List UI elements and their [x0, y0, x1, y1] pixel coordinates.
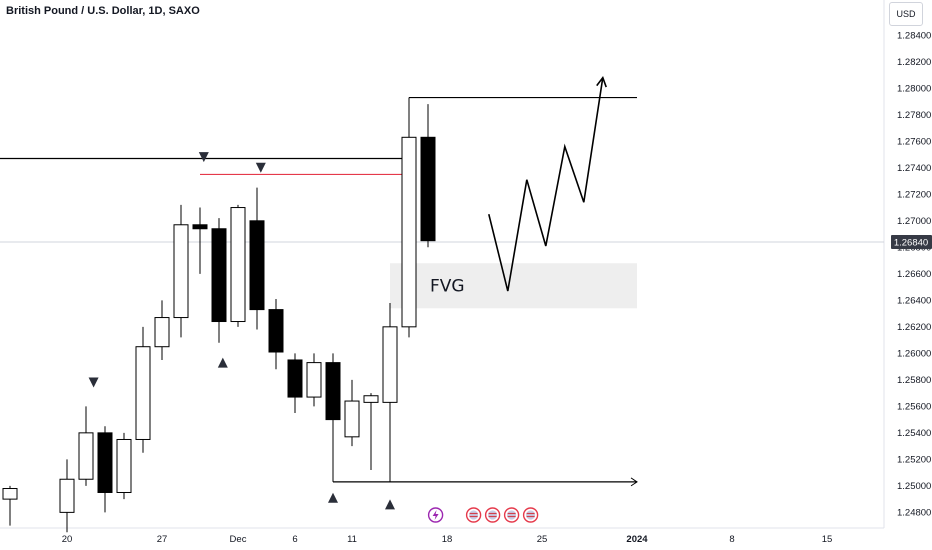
fvg-zone[interactable] — [390, 263, 637, 309]
uk-flag-event-icon[interactable] — [484, 507, 501, 523]
y-axis-tick-label: 1.25000 — [897, 481, 931, 492]
us-flag-event-icon[interactable] — [465, 507, 482, 523]
level-arrowhead — [630, 477, 638, 487]
x-axis-tick-label: 15 — [822, 534, 833, 545]
y-axis-tick-label: 1.28200 — [897, 57, 931, 68]
candle-bearish[interactable] — [211, 218, 227, 343]
candle-body — [420, 136, 436, 242]
currency-button[interactable]: USD — [889, 2, 923, 26]
y-axis-tick-label: 1.27400 — [897, 163, 931, 174]
current-price-label: 1.26840 — [894, 238, 928, 249]
candle-bearish[interactable] — [420, 104, 436, 248]
y-axis-tick-label: 1.28400 — [897, 30, 931, 41]
y-axis-tick-label: 1.25200 — [897, 454, 931, 465]
current-price-tag — [891, 235, 932, 250]
candle-body — [154, 317, 170, 348]
flag-field — [488, 510, 498, 520]
candle-body — [59, 478, 75, 513]
y-axis-tick-label: 1.25800 — [897, 375, 931, 386]
arrow-up-marker-icon — [217, 357, 228, 368]
candle-body — [401, 136, 417, 328]
bolt-event-icon[interactable] — [427, 507, 444, 523]
uk-flag-event-icon[interactable] — [522, 507, 539, 523]
candle-bearish[interactable] — [287, 353, 303, 413]
fvg-label: FVG — [430, 277, 465, 297]
candle-body — [287, 359, 303, 398]
projection-path[interactable] — [488, 77, 604, 292]
candle-bullish[interactable] — [135, 326, 151, 453]
candle-body — [116, 438, 132, 493]
candle-bullish[interactable] — [230, 204, 246, 327]
y-axis-tick-label: 1.27200 — [897, 189, 931, 200]
candle-body — [306, 362, 322, 398]
flag-field — [507, 510, 517, 520]
chart-title: British Pound / U.S. Dollar, 1D, SAXO — [6, 5, 200, 17]
y-axis-tick-label: 1.26400 — [897, 295, 931, 306]
projection-arrowhead-icon — [596, 76, 607, 88]
candle-body — [363, 395, 379, 403]
candle-body — [97, 432, 113, 493]
candle-bullish[interactable] — [363, 393, 379, 470]
y-axis-tick-label: 1.24800 — [897, 507, 931, 518]
arrow-up-marker-icon — [385, 499, 395, 510]
x-axis-tick-label: 6 — [292, 534, 297, 545]
candle-bullish[interactable] — [401, 132, 417, 338]
y-axis-tick-label: 1.26600 — [897, 269, 931, 280]
candle-bullish[interactable] — [306, 353, 322, 407]
arrow-up-marker-icon — [328, 492, 338, 503]
candle-bullish[interactable] — [59, 459, 75, 533]
arrow-down-marker-icon — [88, 377, 99, 388]
x-axis-tick-label: 8 — [729, 534, 734, 545]
candle-bullish[interactable] — [382, 302, 398, 482]
candle-bearish[interactable] — [192, 207, 208, 274]
candle-bullish[interactable] — [78, 406, 94, 486]
us-flag-event-icon[interactable] — [503, 507, 520, 523]
candle-body — [192, 224, 208, 230]
x-axis-tick-label: 20 — [62, 534, 73, 545]
flag-field — [526, 510, 536, 520]
y-axis-tick-label: 1.28000 — [897, 83, 931, 94]
y-axis-tick-label: 1.25400 — [897, 428, 931, 439]
arrow-down-marker-icon — [198, 152, 209, 163]
candle-bearish[interactable] — [268, 298, 284, 370]
y-axis-tick-label: 1.27000 — [897, 216, 931, 227]
candle-body — [344, 400, 360, 438]
x-axis-tick-label: 11 — [347, 534, 357, 545]
candle-body — [211, 228, 227, 323]
candle-body — [382, 326, 398, 403]
candle-bullish[interactable] — [2, 485, 18, 526]
bolt-glyph — [432, 510, 439, 520]
y-axis-tick-label: 1.25600 — [897, 401, 931, 412]
candle-bearish[interactable] — [325, 353, 341, 447]
x-axis-tick-label: 18 — [442, 534, 453, 545]
candle-body — [78, 432, 94, 480]
x-axis-tick-label: 25 — [537, 534, 548, 545]
candle-bearish[interactable] — [97, 426, 113, 513]
x-axis-tick-label: 27 — [157, 534, 168, 545]
y-axis-tick-label: 1.26000 — [897, 348, 931, 359]
x-axis-tick-label: 2024 — [626, 534, 648, 545]
candle-body — [268, 309, 284, 353]
candle-body — [230, 207, 246, 323]
candle-bullish[interactable] — [154, 300, 170, 360]
y-axis-tick-label: 1.26200 — [897, 322, 931, 333]
candle-body — [249, 220, 265, 311]
candle-bullish[interactable] — [116, 432, 132, 500]
candle-bullish[interactable] — [173, 204, 189, 338]
flag-field — [469, 510, 479, 520]
candle-body — [135, 346, 151, 440]
candle-bearish[interactable] — [249, 187, 265, 330]
candle-body — [2, 488, 18, 500]
candle-bullish[interactable] — [344, 379, 360, 447]
candle-body — [173, 224, 189, 319]
x-axis-tick-label: Dec — [230, 534, 247, 545]
candle-body — [325, 362, 341, 421]
y-axis-tick-label: 1.27800 — [897, 110, 931, 121]
y-axis-tick-label: 1.27600 — [897, 136, 931, 147]
arrow-down-marker-icon — [255, 162, 266, 173]
